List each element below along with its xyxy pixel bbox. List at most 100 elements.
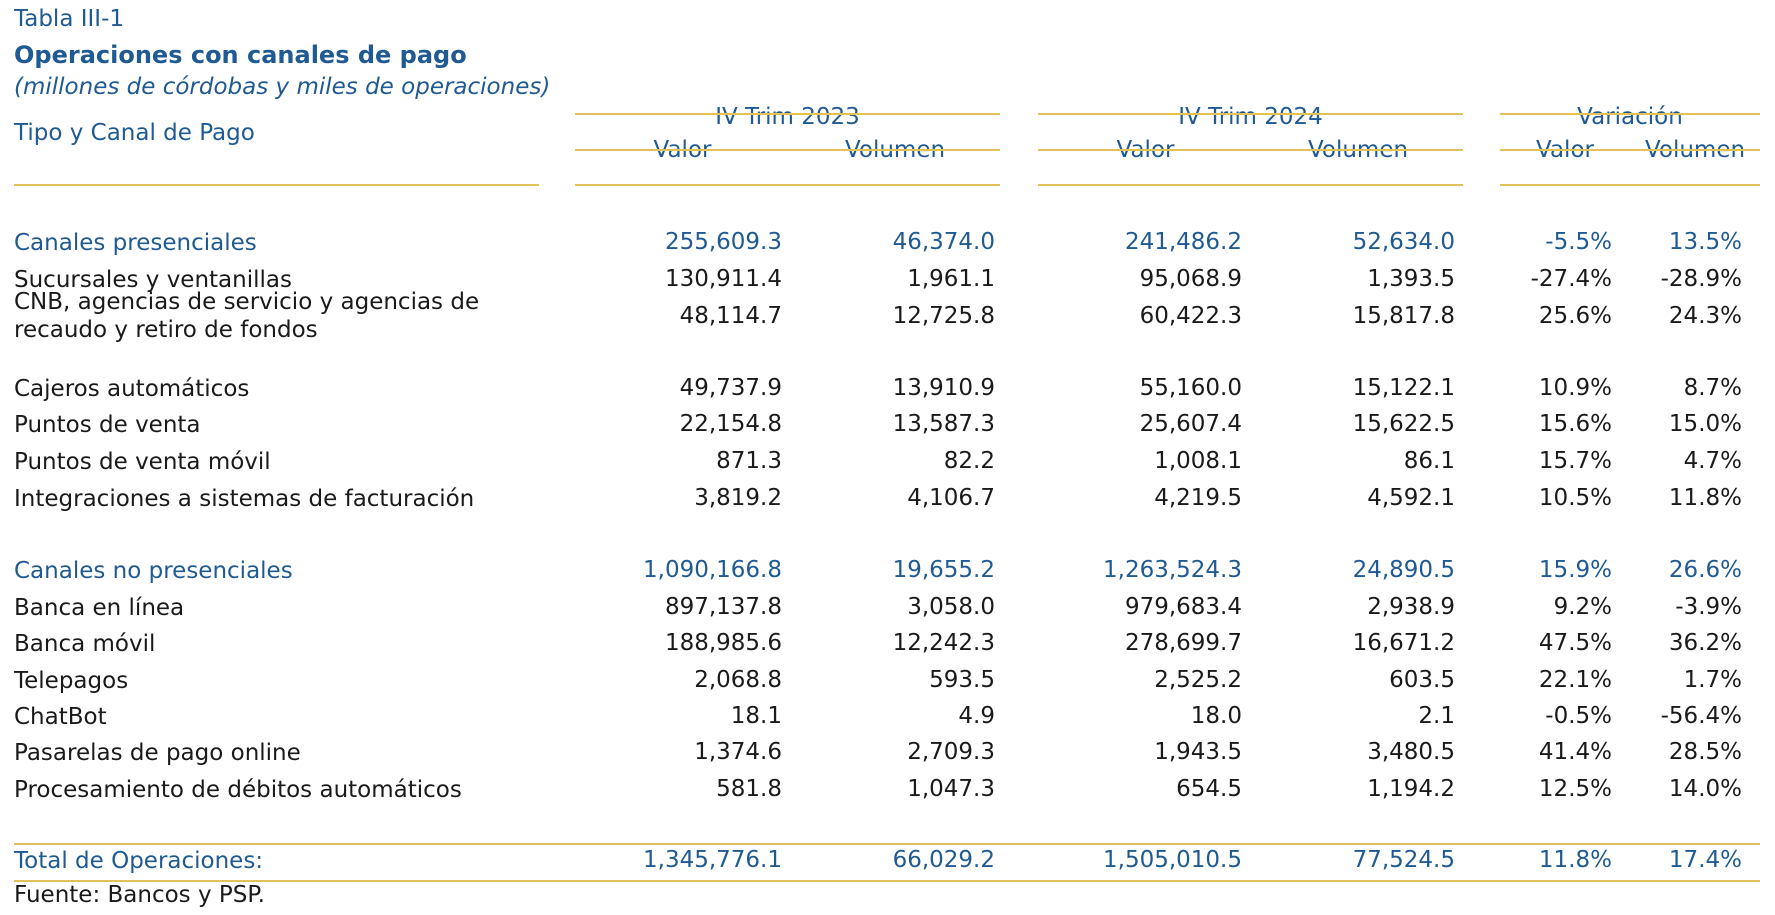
cell-volumen-2024: 16,671.2 — [1352, 630, 1455, 656]
rule-bottom-2023 — [575, 184, 1000, 186]
cell-valor-variacion: 10.5% — [1538, 485, 1612, 511]
cell-volumen-variacion: -3.9% — [1675, 594, 1742, 620]
cell-volumen-variacion: 8.7% — [1683, 375, 1742, 401]
row-header: Tipo y Canal de Pago — [14, 120, 255, 146]
cell-volumen-2023: 3,058.0 — [907, 594, 995, 620]
row-label: Telepagos — [14, 668, 129, 694]
rule-mid-2023 — [575, 149, 1000, 151]
cell-volumen-2023: 12,725.8 — [892, 303, 995, 329]
cell-valor-2024: 278,699.7 — [1124, 630, 1242, 656]
rule-top-2024 — [1038, 113, 1463, 115]
cell-volumen-2023: 593.5 — [929, 667, 995, 693]
cell-valor-variacion: 25.6% — [1538, 303, 1612, 329]
cell-volumen-2024: 3,480.5 — [1367, 739, 1455, 765]
cell-valor-variacion: 47.5% — [1538, 630, 1612, 656]
cell-valor-2023: 2,068.8 — [694, 667, 782, 693]
cell-valor-2024: 241,486.2 — [1124, 229, 1242, 255]
row-label: Cajeros automáticos — [14, 376, 250, 402]
cell-volumen-2024: 52,634.0 — [1352, 229, 1455, 255]
cell-volumen-variacion: -56.4% — [1660, 703, 1742, 729]
cell-valor-2024: 55,160.0 — [1139, 375, 1242, 401]
cell-volumen-2023: 82.2 — [943, 448, 995, 474]
row-label: Banca en línea — [14, 595, 185, 621]
cell-valor-2024: 60,422.3 — [1139, 303, 1242, 329]
cell-volumen-2024: 2,938.9 — [1367, 594, 1455, 620]
cell-valor-2023: 255,609.3 — [664, 229, 782, 255]
cell-volumen-variacion: 28.5% — [1668, 739, 1742, 765]
cell-valor-2024: 4,219.5 — [1154, 485, 1242, 511]
cell-valor-2023: 897,137.8 — [664, 594, 782, 620]
cell-valor-2023: 1,345,776.1 — [643, 847, 782, 873]
row-label: Total de Operaciones: — [14, 848, 264, 874]
cell-valor-2023: 3,819.2 — [694, 485, 782, 511]
cell-valor-variacion: 11.8% — [1538, 847, 1612, 873]
table-subtitle: (millones de córdobas y miles de operaci… — [14, 74, 551, 100]
cell-valor-2024: 654.5 — [1176, 776, 1242, 802]
cell-volumen-2024: 1,194.2 — [1367, 776, 1455, 802]
rule-top-variacion — [1500, 113, 1760, 115]
row-label: CNB, agencias de servicio y agencias de … — [14, 289, 480, 343]
cell-valor-2023: 130,911.4 — [664, 266, 782, 292]
cell-valor-2024: 95,068.9 — [1139, 266, 1242, 292]
cell-volumen-variacion: -28.9% — [1660, 266, 1742, 292]
cell-volumen-variacion: 26.6% — [1668, 557, 1742, 583]
cell-valor-2023: 48,114.7 — [679, 303, 782, 329]
cell-volumen-2024: 2.1 — [1418, 703, 1455, 729]
cell-valor-variacion: 9.2% — [1553, 594, 1612, 620]
cell-valor-variacion: 15.9% — [1538, 557, 1612, 583]
group-header-2024: IV Trim 2024 — [1178, 104, 1323, 130]
cell-volumen-2024: 77,524.5 — [1352, 847, 1455, 873]
cell-valor-2024: 2,525.2 — [1154, 667, 1242, 693]
cell-volumen-2023: 1,961.1 — [907, 266, 995, 292]
cell-valor-variacion: 15.6% — [1538, 411, 1612, 437]
cell-volumen-2024: 603.5 — [1389, 667, 1455, 693]
cell-volumen-2023: 46,374.0 — [892, 229, 995, 255]
cell-valor-2024: 979,683.4 — [1124, 594, 1242, 620]
cell-valor-2024: 1,263,524.3 — [1103, 557, 1242, 583]
cell-valor-2023: 18.1 — [730, 703, 782, 729]
cell-volumen-2023: 13,910.9 — [892, 375, 995, 401]
cell-volumen-2024: 24,890.5 — [1352, 557, 1455, 583]
cell-volumen-2024: 15,122.1 — [1352, 375, 1455, 401]
cell-valor-variacion: 22.1% — [1538, 667, 1612, 693]
table-kicker: Tabla III-1 — [14, 6, 125, 32]
cell-valor-variacion: 12.5% — [1538, 776, 1612, 802]
row-label: Procesamiento de débitos automáticos — [14, 777, 462, 803]
group-header-variacion: Variación — [1577, 104, 1683, 130]
group-header-2023: IV Trim 2023 — [715, 104, 860, 130]
cell-volumen-2024: 15,622.5 — [1352, 411, 1455, 437]
cell-volumen-variacion: 17.4% — [1668, 847, 1742, 873]
cell-volumen-variacion: 13.5% — [1668, 229, 1742, 255]
cell-valor-2024: 25,607.4 — [1139, 411, 1242, 437]
rule-mid-variacion — [1500, 149, 1760, 151]
cell-volumen-2023: 4,106.7 — [907, 485, 995, 511]
rule-bottom-row-header — [14, 184, 539, 186]
row-label: Banca móvil — [14, 631, 156, 657]
cell-volumen-2023: 1,047.3 — [907, 776, 995, 802]
cell-volumen-variacion: 1.7% — [1683, 667, 1742, 693]
row-label: Pasarelas de pago online — [14, 740, 301, 766]
cell-valor-variacion: -5.5% — [1545, 229, 1612, 255]
cell-valor-2023: 1,090,166.8 — [643, 557, 782, 583]
cell-valor-2023: 188,985.6 — [664, 630, 782, 656]
cell-volumen-2023: 66,029.2 — [892, 847, 995, 873]
row-label: Integraciones a sistemas de facturación — [14, 486, 475, 512]
cell-volumen-variacion: 24.3% — [1668, 303, 1742, 329]
row-label: Sucursales y ventanillas — [14, 267, 292, 293]
rule-bottom-2024 — [1038, 184, 1463, 186]
source-note: Fuente: Bancos y PSP. — [14, 882, 265, 908]
cell-volumen-2023: 4.9 — [958, 703, 995, 729]
cell-volumen-2024: 4,592.1 — [1367, 485, 1455, 511]
cell-valor-2023: 22,154.8 — [679, 411, 782, 437]
cell-valor-variacion: -27.4% — [1530, 266, 1612, 292]
cell-volumen-2024: 15,817.8 — [1352, 303, 1455, 329]
cell-volumen-variacion: 11.8% — [1668, 485, 1742, 511]
cell-volumen-2023: 19,655.2 — [892, 557, 995, 583]
cell-volumen-variacion: 4.7% — [1683, 448, 1742, 474]
rule-bottom-variacion — [1500, 184, 1760, 186]
table-title: Operaciones con canales de pago — [14, 41, 467, 69]
cell-volumen-variacion: 14.0% — [1668, 776, 1742, 802]
rule-total-bottom — [14, 880, 1760, 882]
cell-valor-2024: 1,943.5 — [1154, 739, 1242, 765]
cell-valor-2024: 18.0 — [1190, 703, 1242, 729]
